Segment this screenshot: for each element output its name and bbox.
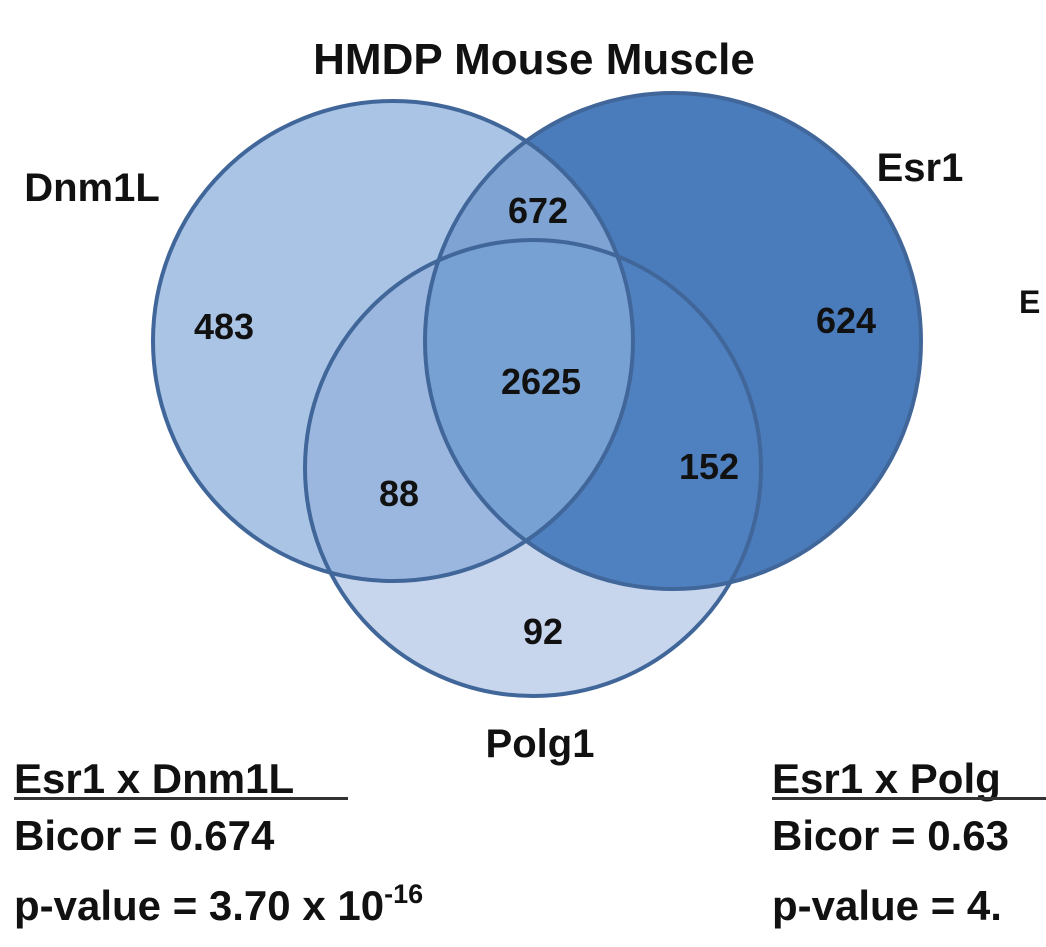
stat-heading-esr1-dnm1l: Esr1 x Dnm1L (14, 755, 295, 802)
stat-heading-underline-right (772, 797, 1046, 800)
overlap-all-three-shade (425, 240, 633, 581)
set-label-esr1: Esr1 (877, 146, 964, 190)
diagram-title: HMDP Mouse Muscle (313, 35, 755, 84)
stat-bicor-esr1-polg: Bicor = 0.63 (772, 812, 1009, 859)
set-label-dnm1l: Dnm1L (24, 166, 160, 210)
count-all-three: 2625 (501, 361, 581, 402)
count-esr1-only: 624 (816, 300, 876, 341)
stat-heading-underline (14, 797, 348, 800)
count-polg1-only: 92 (523, 611, 563, 652)
stat-heading-esr1-polg: Esr1 x Polg (772, 755, 1001, 802)
stat-pvalue-esr1-polg: p-value = 4. (772, 882, 1002, 929)
pvalue-exponent: -16 (384, 879, 424, 909)
set-label-polg1: Polg1 (486, 722, 595, 766)
count-dnm1l-polg1: 88 (379, 473, 419, 514)
count-dnm1l-esr1: 672 (508, 190, 568, 231)
venn-outlines (151, 91, 923, 698)
clipped-label-right: E (1019, 284, 1040, 320)
count-dnm1l-only: 483 (194, 306, 254, 347)
pvalue-text: p-value = 3.70 x 10 (14, 882, 385, 929)
count-esr1-polg1: 152 (679, 446, 739, 487)
stat-pvalue-esr1-dnm1l: p-value = 3.70 x 10-16 (14, 881, 423, 929)
stat-bicor-esr1-dnm1l: Bicor = 0.674 (14, 812, 275, 859)
